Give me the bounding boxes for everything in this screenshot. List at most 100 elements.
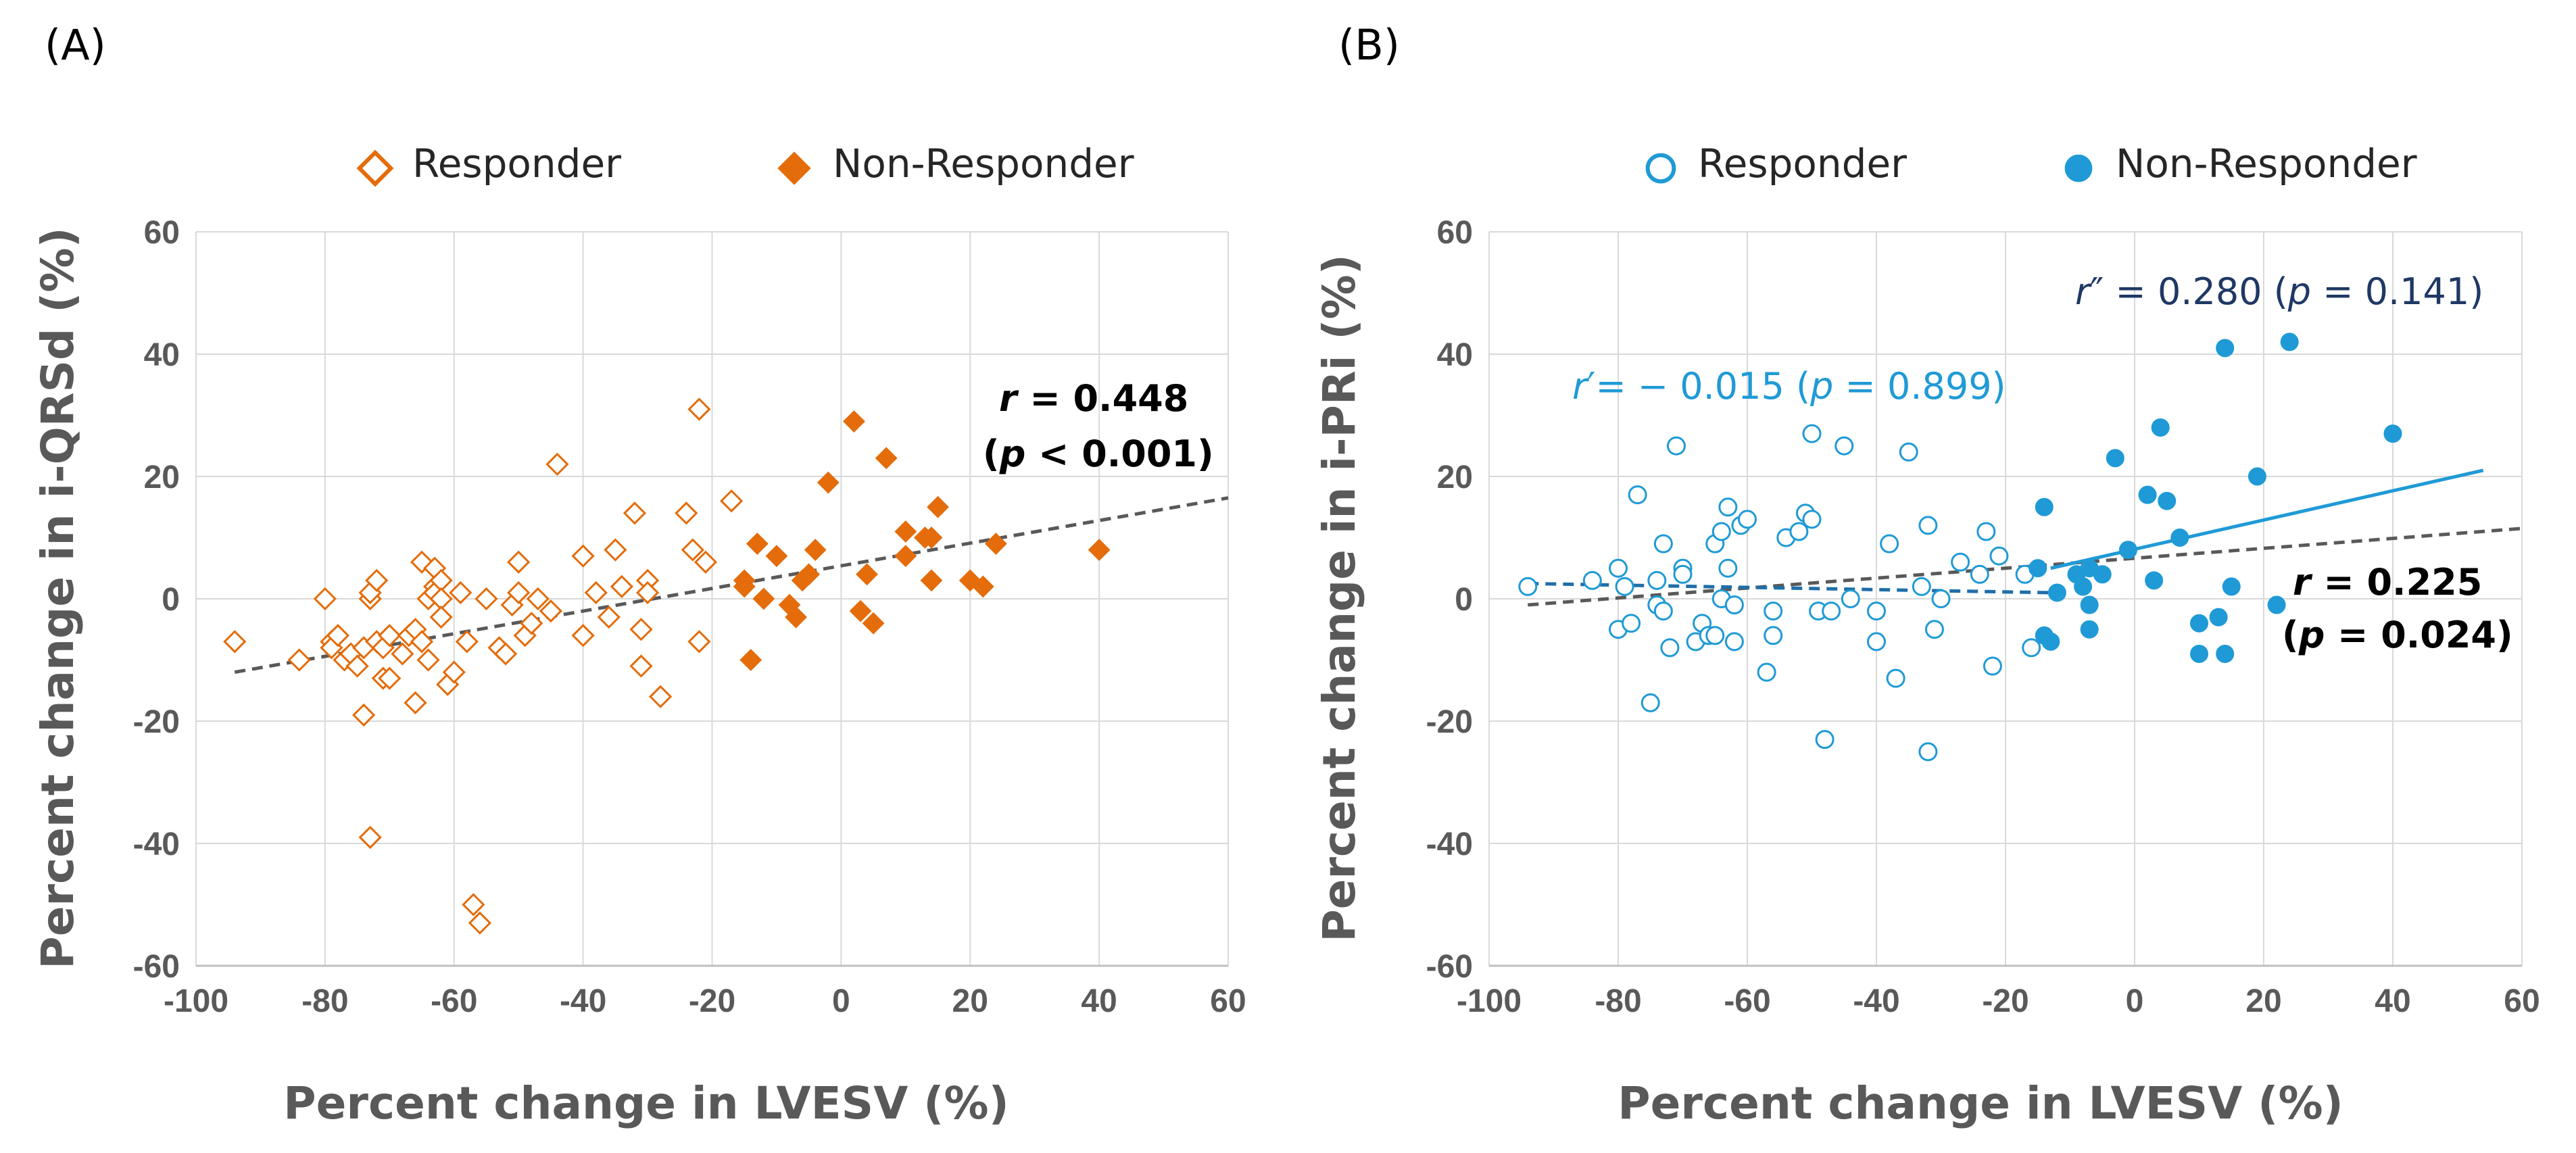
y-tick-label: -60 — [133, 949, 180, 985]
x-tick-label: -60 — [1724, 983, 1770, 1019]
point-responder — [1822, 602, 1841, 621]
point-non-responder — [2074, 577, 2093, 596]
legend-marker — [2064, 154, 2093, 182]
y-tick-label: 20 — [144, 460, 180, 495]
point-non-responder — [2138, 485, 2157, 504]
point-non-responder — [2041, 632, 2060, 651]
point-responder — [623, 501, 647, 525]
y-axis-title: Percent change in i-QRSd (%) — [32, 227, 84, 968]
legend-marker-responder — [1645, 153, 1676, 184]
point-responder — [1918, 516, 1938, 535]
y-tick-label: -60 — [1426, 949, 1473, 985]
point-responder — [571, 624, 595, 647]
x-tick-label: -80 — [301, 983, 348, 1019]
point-non-responder — [752, 587, 775, 610]
legend-marker-non-responder — [777, 151, 811, 185]
point-responder — [571, 544, 595, 568]
annotation-r-prime: r′= − 0.015 (p = 0.899) — [1572, 365, 2006, 408]
point-non-responder — [985, 533, 1007, 555]
tick-labels: -100 -80 -60 -40 -20 0 20 40 60 60 40 20 0 -20 -40 -60 — [1426, 215, 2540, 1019]
y-tick-label: 0 — [1455, 582, 1473, 618]
point-responder — [345, 654, 369, 678]
point-responder — [1757, 662, 1776, 682]
point-non-responder — [2190, 614, 2208, 633]
point-responder — [404, 691, 427, 714]
point-responder — [1705, 626, 1725, 645]
point-responder — [1609, 558, 1628, 578]
point-responder — [681, 538, 704, 562]
fit-line-responder — [1528, 581, 2051, 595]
point-responder — [1970, 564, 1989, 584]
point-responder — [352, 703, 376, 727]
point-non-responder — [849, 599, 872, 622]
legend-marker — [777, 151, 811, 185]
point-non-responder — [804, 539, 827, 562]
annotation-p: (p = 0.024) — [2282, 614, 2513, 656]
point-responder — [1899, 442, 1918, 462]
point-responder — [475, 587, 498, 611]
point-non-responder — [2047, 583, 2066, 602]
point-responder — [1834, 436, 1854, 456]
point-non-responder — [2035, 497, 2053, 516]
fit-line-non-responder — [2050, 468, 2484, 570]
point-responder — [610, 574, 634, 599]
point-responder — [449, 581, 472, 605]
point-responder — [597, 606, 621, 629]
y-tick-label: -40 — [1426, 827, 1473, 862]
point-responder — [378, 624, 402, 647]
point-responder — [1912, 576, 1931, 596]
point-responder — [2022, 638, 2041, 658]
point-responder — [1738, 510, 1757, 529]
point-responder — [675, 501, 698, 525]
point-responder — [287, 648, 311, 672]
x-axis-title: Percent change in LVESV (%) — [1618, 1077, 2343, 1129]
point-responder — [1718, 497, 1738, 517]
legend-marker-responder — [356, 149, 394, 187]
annotation-text: p — [2287, 270, 2311, 313]
point-responder — [410, 630, 434, 654]
point-responder — [358, 825, 382, 850]
x-tick-label: 20 — [952, 983, 988, 1019]
annotation-text: = 0.899) — [1833, 365, 2006, 408]
annotation-text: r — [2075, 270, 2092, 313]
point-non-responder — [856, 563, 878, 586]
point-non-responder — [2383, 424, 2402, 443]
legend-label-non-responder: Non-Responder — [833, 141, 1134, 187]
point-non-responder — [798, 563, 821, 586]
point-responder — [1622, 614, 1641, 633]
legend-marker-non-responder — [2064, 154, 2093, 182]
point-non-responder — [2080, 595, 2099, 614]
annotation-text: ( — [2282, 614, 2299, 656]
point-non-responder — [894, 545, 917, 568]
y-tick-label: 40 — [1437, 337, 1473, 373]
point-responder — [1924, 620, 1944, 639]
annotation-text: ( — [983, 433, 1000, 475]
point-non-responder — [920, 569, 943, 592]
point-non-responder — [894, 520, 917, 543]
point-responder — [455, 630, 479, 654]
point-responder — [694, 550, 718, 574]
point-non-responder — [746, 533, 769, 555]
point-non-responder — [2158, 491, 2177, 510]
point-responder — [468, 911, 492, 935]
point-non-responder — [739, 649, 762, 671]
point-responder — [520, 612, 543, 635]
data-points — [223, 397, 1111, 935]
point-responder — [442, 660, 466, 684]
point-responder — [1931, 589, 1951, 608]
point-responder — [1660, 638, 1680, 658]
point-responder — [365, 568, 389, 592]
point-non-responder — [733, 569, 756, 592]
point-non-responder — [971, 575, 994, 598]
point-non-responder — [2028, 559, 2047, 578]
point-responder — [1951, 552, 1970, 572]
x-tick-label: 60 — [1210, 983, 1246, 1019]
x-tick-label: -60 — [431, 983, 477, 1019]
point-responder — [720, 489, 744, 513]
annotation-text: p — [2298, 614, 2325, 656]
point-non-responder — [785, 606, 807, 629]
point-responder — [223, 630, 247, 654]
point-responder — [313, 587, 337, 611]
panel-label: (A) — [45, 20, 106, 70]
x-tick-label: -20 — [689, 983, 735, 1019]
